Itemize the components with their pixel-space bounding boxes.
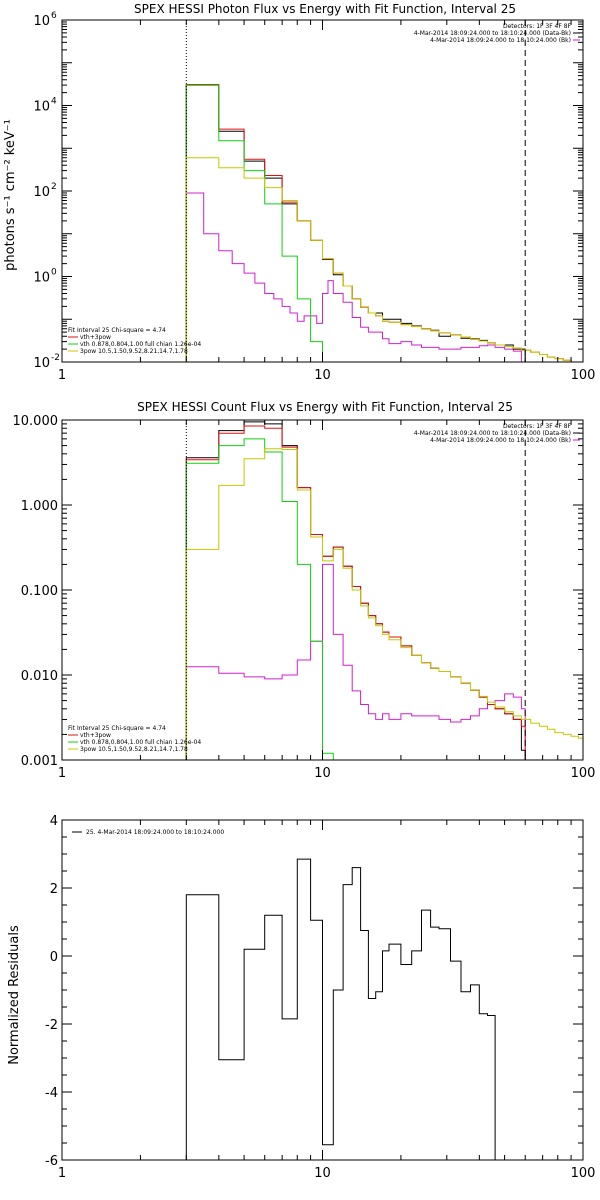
- legend-top-entry: Detectors: 1F 3F 4F 8F: [503, 423, 572, 430]
- y-tick-label: 10: [33, 100, 50, 115]
- y-tick-exponent: 4: [51, 97, 57, 107]
- legend-top-entry: 4-Mar-2014 18:09:24.000 to 18:10:24.000 …: [430, 437, 571, 444]
- series-line-4: [185, 448, 583, 760]
- y-tick-label: 1.000: [21, 499, 58, 514]
- legend-bottom-entry: Fit Interval 25 Chi-square = 4.74: [68, 725, 166, 732]
- count-flux-title: SPEX HESSI Count Flux vs Energy with Fit…: [137, 400, 513, 414]
- y-tick-label: 0.100: [21, 584, 58, 599]
- legend-bottom-entry: vth+3pow: [80, 334, 111, 341]
- series-line-1: [185, 421, 526, 760]
- y-tick-label: 10: [33, 185, 50, 200]
- x-tick-label: 100: [571, 368, 596, 383]
- series-line-4: [185, 157, 579, 362]
- y-tick-label: -2: [45, 1018, 58, 1033]
- legend-top-entry: 4-Mar-2014 18:09:24.000 to 18:10:24.000 …: [414, 30, 571, 37]
- series-line-0: [185, 563, 526, 760]
- y-tick-label: 0.010: [21, 669, 58, 684]
- series-line-0: [185, 858, 526, 1160]
- series-line-3: [185, 438, 334, 760]
- y-tick-label: 0: [50, 950, 58, 965]
- y-tick-label: 0.001: [21, 754, 58, 769]
- residuals-panel: Normalized Residuals 1 10 100 -6 -4 -2 0 2 4 25. …: [7, 814, 595, 1181]
- legend-bottom-entry: 3pow 10.5,1.50,9.52,8.21,14.7,1.78: [80, 348, 188, 355]
- x-tick-label: 10: [314, 766, 331, 781]
- y-tick-exponent: -2: [51, 353, 60, 363]
- y-tick-exponent: 6: [51, 11, 57, 21]
- legend-bottom-entry: vth+3pow: [80, 732, 111, 739]
- y-tick-exponent: 2: [51, 182, 57, 192]
- y-tick-exponent: 0: [51, 268, 57, 278]
- legend-entry: 25. 4-Mar-2014 18:09:24.000 to 18:10:24.…: [86, 829, 224, 836]
- y-tick-label: 10: [33, 14, 50, 29]
- x-tick-label: 100: [571, 766, 596, 781]
- y-tick-label: 10: [33, 271, 50, 286]
- x-tick-label: 1: [58, 368, 66, 383]
- series-group: [185, 858, 526, 1160]
- legend-bottom-entry: Fit Interval 25 Chi-square = 4.74: [68, 327, 166, 334]
- y-tick-label: -6: [45, 1154, 58, 1169]
- x-tick-label: 10: [314, 368, 331, 383]
- series-line-2: [185, 425, 526, 760]
- photon-flux-ylabel: photons s⁻¹ cm⁻² keV⁻¹: [3, 119, 18, 271]
- count-flux-panel: SPEX HESSI Count Flux vs Energy with Fit…: [13, 400, 596, 781]
- series-line-0: [185, 192, 522, 362]
- series-group: [185, 84, 579, 362]
- legend-bottom-entry: 3pow 10.5,1.50,9.52,8.21,14.7,1.78: [80, 746, 188, 753]
- y-tick-label: 2: [50, 882, 58, 897]
- residuals-ylabel: Normalized Residuals: [7, 925, 22, 1065]
- y-tick-label: 10.000: [13, 414, 59, 429]
- legend-top-entry: Detectors: 1F 3F 4F 8F: [503, 23, 572, 30]
- legend-top-entry: 4-Mar-2014 18:09:24.000 to 18:10:24.000 …: [430, 37, 571, 44]
- x-tick-label: 1: [58, 1166, 66, 1181]
- legend-bottom-entry: vth 0.878,0.804,1.00 full chian 1.26e-04: [80, 739, 201, 746]
- y-tick-label: -4: [45, 1086, 58, 1101]
- series-line-3: [185, 84, 323, 362]
- legend-bottom-entry: vth 0.878,0.804,1.00 full chian 1.26e-04: [80, 341, 201, 348]
- y-tick-label: 10: [33, 356, 50, 371]
- x-tick-label: 10: [314, 1166, 331, 1181]
- x-tick-label: 100: [571, 1166, 596, 1181]
- series-group: [185, 421, 583, 760]
- photon-flux-title: SPEX HESSI Photon Flux vs Energy with Fi…: [134, 2, 516, 16]
- photon-flux-panel: SPEX HESSI Photon Flux vs Energy with Fi…: [3, 2, 595, 383]
- y-tick-label: 4: [50, 814, 58, 829]
- series-line-1: [185, 84, 526, 362]
- legend-top-entry: 4-Mar-2014 18:09:24.000 to 18:10:24.000 …: [414, 430, 571, 437]
- x-tick-label: 1: [58, 766, 66, 781]
